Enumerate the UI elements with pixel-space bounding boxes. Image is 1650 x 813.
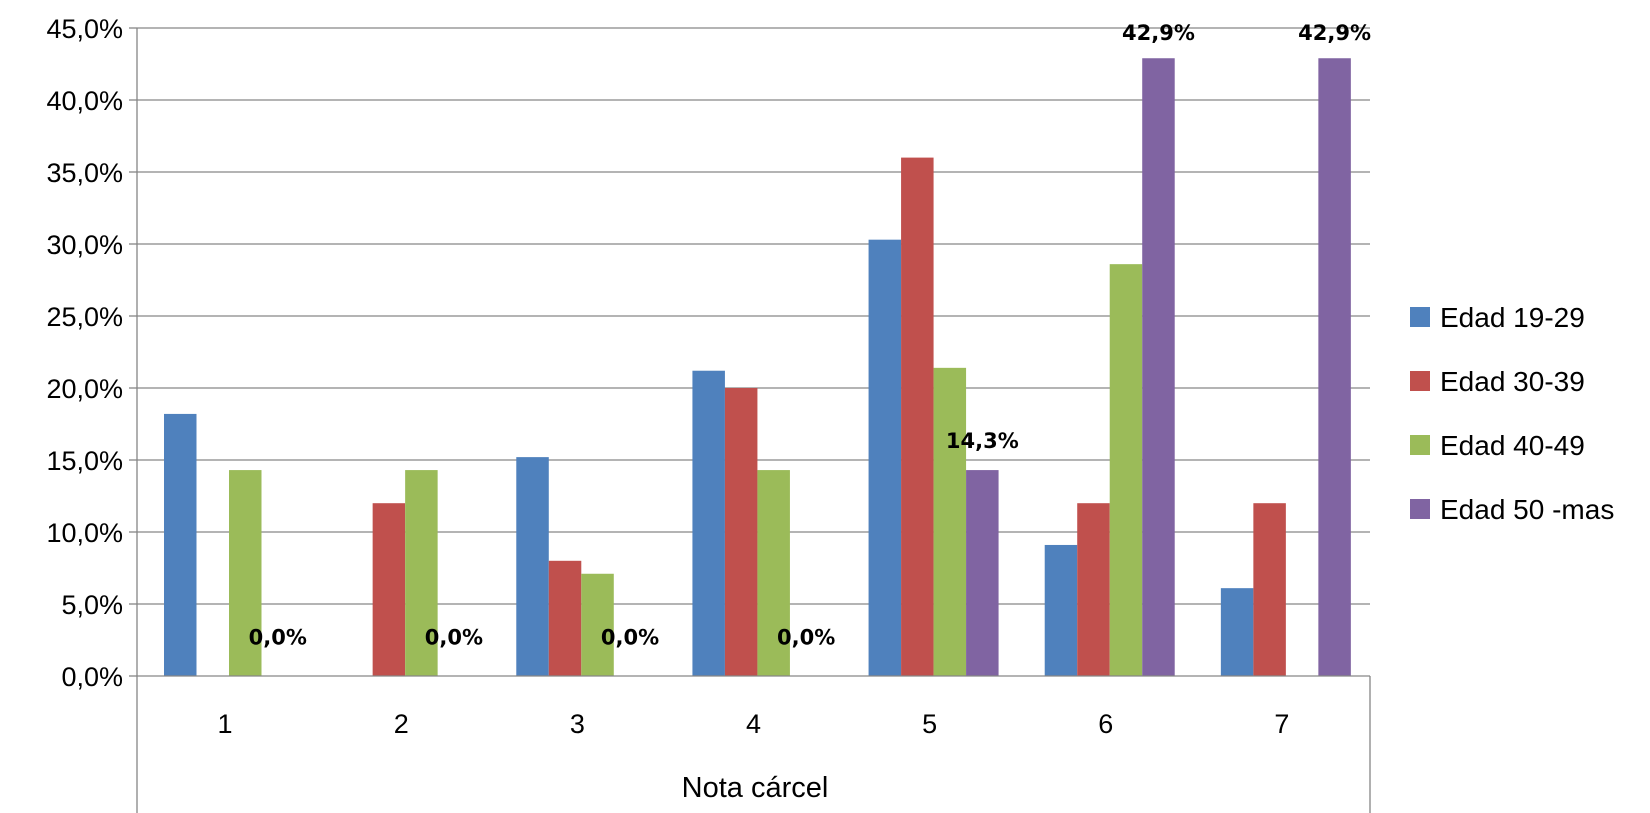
bar [933,367,967,676]
legend-label: Edad 50 -mas [1440,494,1614,525]
y-tick-label: 0,0% [61,662,123,692]
bar [548,560,582,676]
data-label: 0,0% [777,625,835,649]
data-label: 14,3% [946,429,1019,453]
bar [724,388,758,676]
data-label: 0,0% [249,625,307,649]
y-tick-label: 15,0% [46,446,123,476]
y-tick-label: 40,0% [46,86,123,116]
axes [136,28,1371,813]
x-category-label: 4 [746,709,761,739]
x-category-label: 5 [922,709,937,739]
bar [516,457,549,676]
data-label: 0,0% [601,625,659,649]
y-tick-label: 10,0% [46,518,123,548]
data-label: 0,0% [425,625,483,649]
bar [581,573,614,676]
x-axis-label: Nota cárcel [682,772,829,804]
y-tick-label: 45,0% [46,14,123,44]
y-tick-label: 25,0% [46,302,123,332]
bar [692,370,725,676]
bar [966,470,999,676]
x-category-label: 1 [218,709,233,739]
legend-swatch [1410,499,1430,519]
x-category-label: 7 [1274,709,1289,739]
y-tick-label: 30,0% [46,230,123,260]
bar [757,470,790,676]
y-tick-label: 20,0% [46,374,123,404]
bar [229,470,262,676]
bar [1044,544,1078,676]
data-label: 42,9% [1122,21,1195,45]
legend: Edad 19-29 Edad 30-39 Edad 40-49 Edad 50 -m… [1410,302,1614,525]
bar [1220,588,1254,676]
legend-label: Edad 19-29 [1440,302,1585,333]
x-axis-categories: 1 2 3 4 5 6 7 [218,709,1290,739]
y-axis-ticks: 0,0% 5,0% 10,0% 15,0% 20,0% 25,0% 30,0% 35,0% 40… [46,14,137,692]
bar [372,503,406,676]
legend-swatch [1410,371,1430,391]
y-tick-label: 5,0% [61,590,123,620]
bar [1109,264,1143,676]
x-category-label: 6 [1098,709,1113,739]
legend-swatch [1410,307,1430,327]
legend-label: Edad 30-39 [1440,366,1585,397]
x-category-label: 2 [394,709,409,739]
data-label: 42,9% [1298,21,1371,45]
bar [1253,503,1286,676]
bar [405,470,438,676]
legend-label: Edad 40-49 [1440,430,1585,461]
bar [901,157,934,677]
x-category-label: 3 [570,709,585,739]
data-labels: 0,0% 0,0% 0,0% 0,0% 14,3% 42,9% 42,9% [249,21,1371,649]
bar [1318,58,1351,677]
y-tick-label: 35,0% [46,158,123,188]
legend-swatch [1410,435,1430,455]
bar [868,239,902,676]
gridlines [137,27,1370,605]
bar [164,413,197,676]
bar [1077,503,1110,676]
bars [164,58,1351,677]
bar [1142,58,1175,677]
